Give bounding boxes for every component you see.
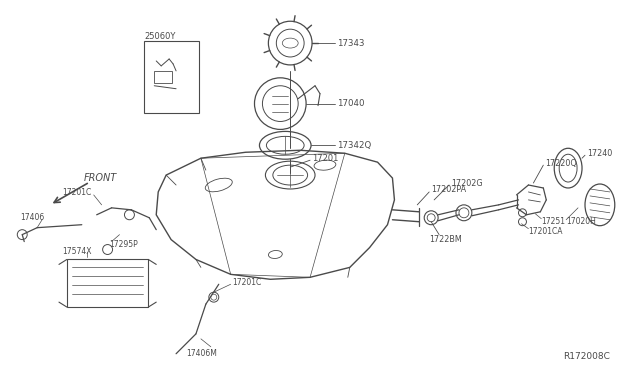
Bar xyxy=(154,71,172,83)
Text: 17295P: 17295P xyxy=(109,240,138,249)
Text: 17406: 17406 xyxy=(20,213,45,222)
Text: 17240: 17240 xyxy=(587,149,612,158)
Text: 17202PA: 17202PA xyxy=(431,186,467,195)
Text: 17343: 17343 xyxy=(337,39,364,48)
Text: 25060Y: 25060Y xyxy=(145,32,176,41)
Bar xyxy=(145,41,199,113)
Text: 1722BM: 1722BM xyxy=(429,235,462,244)
Text: 17040: 17040 xyxy=(337,99,364,108)
Bar xyxy=(67,259,148,307)
Text: 17201CA: 17201CA xyxy=(529,227,563,236)
Text: 17020H: 17020H xyxy=(566,217,596,226)
Text: FRONT: FRONT xyxy=(84,173,117,183)
Text: 17251: 17251 xyxy=(541,217,565,226)
Text: 17342Q: 17342Q xyxy=(337,141,371,150)
Text: 17202G: 17202G xyxy=(451,179,483,187)
Text: 17220Q: 17220Q xyxy=(545,159,577,168)
Text: 17201C: 17201C xyxy=(62,189,91,198)
Text: R172008C: R172008C xyxy=(563,352,610,361)
Text: 17406M: 17406M xyxy=(186,349,217,358)
Text: 17201C: 17201C xyxy=(233,278,262,287)
Text: 17574X: 17574X xyxy=(62,247,92,256)
Text: 17201: 17201 xyxy=(312,154,339,163)
